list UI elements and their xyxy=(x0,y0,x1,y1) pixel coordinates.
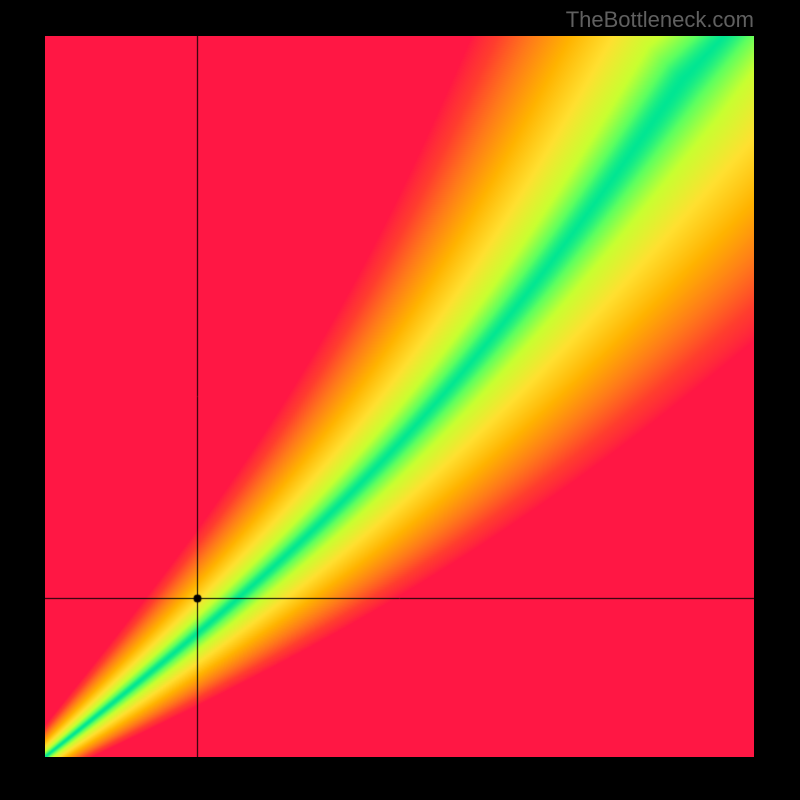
bottleneck-heatmap xyxy=(45,36,754,757)
watermark-text: TheBottleneck.com xyxy=(566,7,754,33)
figure-container: TheBottleneck.com xyxy=(0,0,800,800)
